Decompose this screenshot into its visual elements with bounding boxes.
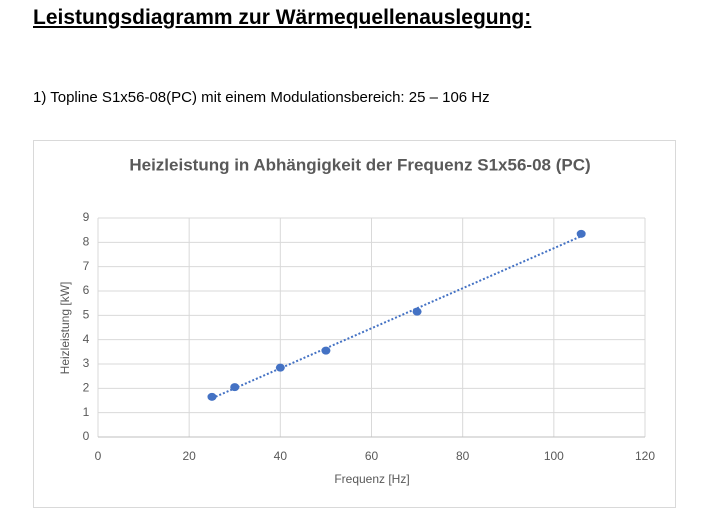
- x-tick-label: 40: [274, 449, 288, 463]
- x-tick-label: 60: [365, 449, 379, 463]
- y-tick-label: 5: [83, 308, 90, 322]
- y-tick-label: 4: [83, 332, 90, 346]
- y-axis-label: Heizleistung [kW]: [58, 282, 72, 375]
- data-point: [275, 363, 285, 372]
- data-point: [230, 383, 240, 392]
- x-axis-label: Frequenz [Hz]: [334, 472, 409, 486]
- chart-frame: [33, 140, 676, 508]
- y-tick-label: 0: [83, 429, 90, 443]
- x-tick-label: 100: [544, 449, 564, 463]
- data-point: [412, 307, 422, 316]
- x-tick-label: 0: [95, 449, 102, 463]
- y-tick-label: 2: [83, 381, 90, 395]
- x-tick-label: 120: [635, 449, 655, 463]
- y-tick-label: 3: [83, 356, 90, 370]
- y-tick-label: 9: [83, 210, 90, 224]
- data-point: [576, 229, 586, 238]
- trendline: [211, 235, 582, 400]
- x-tick-label: 80: [456, 449, 470, 463]
- heading: Leistungsdiagramm zur Wärmequellenausleg…: [33, 6, 532, 29]
- y-tick-label: 8: [83, 235, 90, 249]
- x-tick-label: 20: [182, 449, 196, 463]
- y-tick-label: 7: [83, 259, 90, 273]
- chart-title: Heizleistung in Abhängigkeit der Frequen…: [129, 155, 590, 174]
- subheading: 1) Topline S1x56-08(PC) mit einem Modula…: [33, 89, 490, 106]
- data-point: [321, 346, 331, 355]
- y-tick-label: 1: [83, 405, 90, 419]
- data-point: [207, 392, 217, 401]
- y-tick-label: 6: [83, 283, 90, 297]
